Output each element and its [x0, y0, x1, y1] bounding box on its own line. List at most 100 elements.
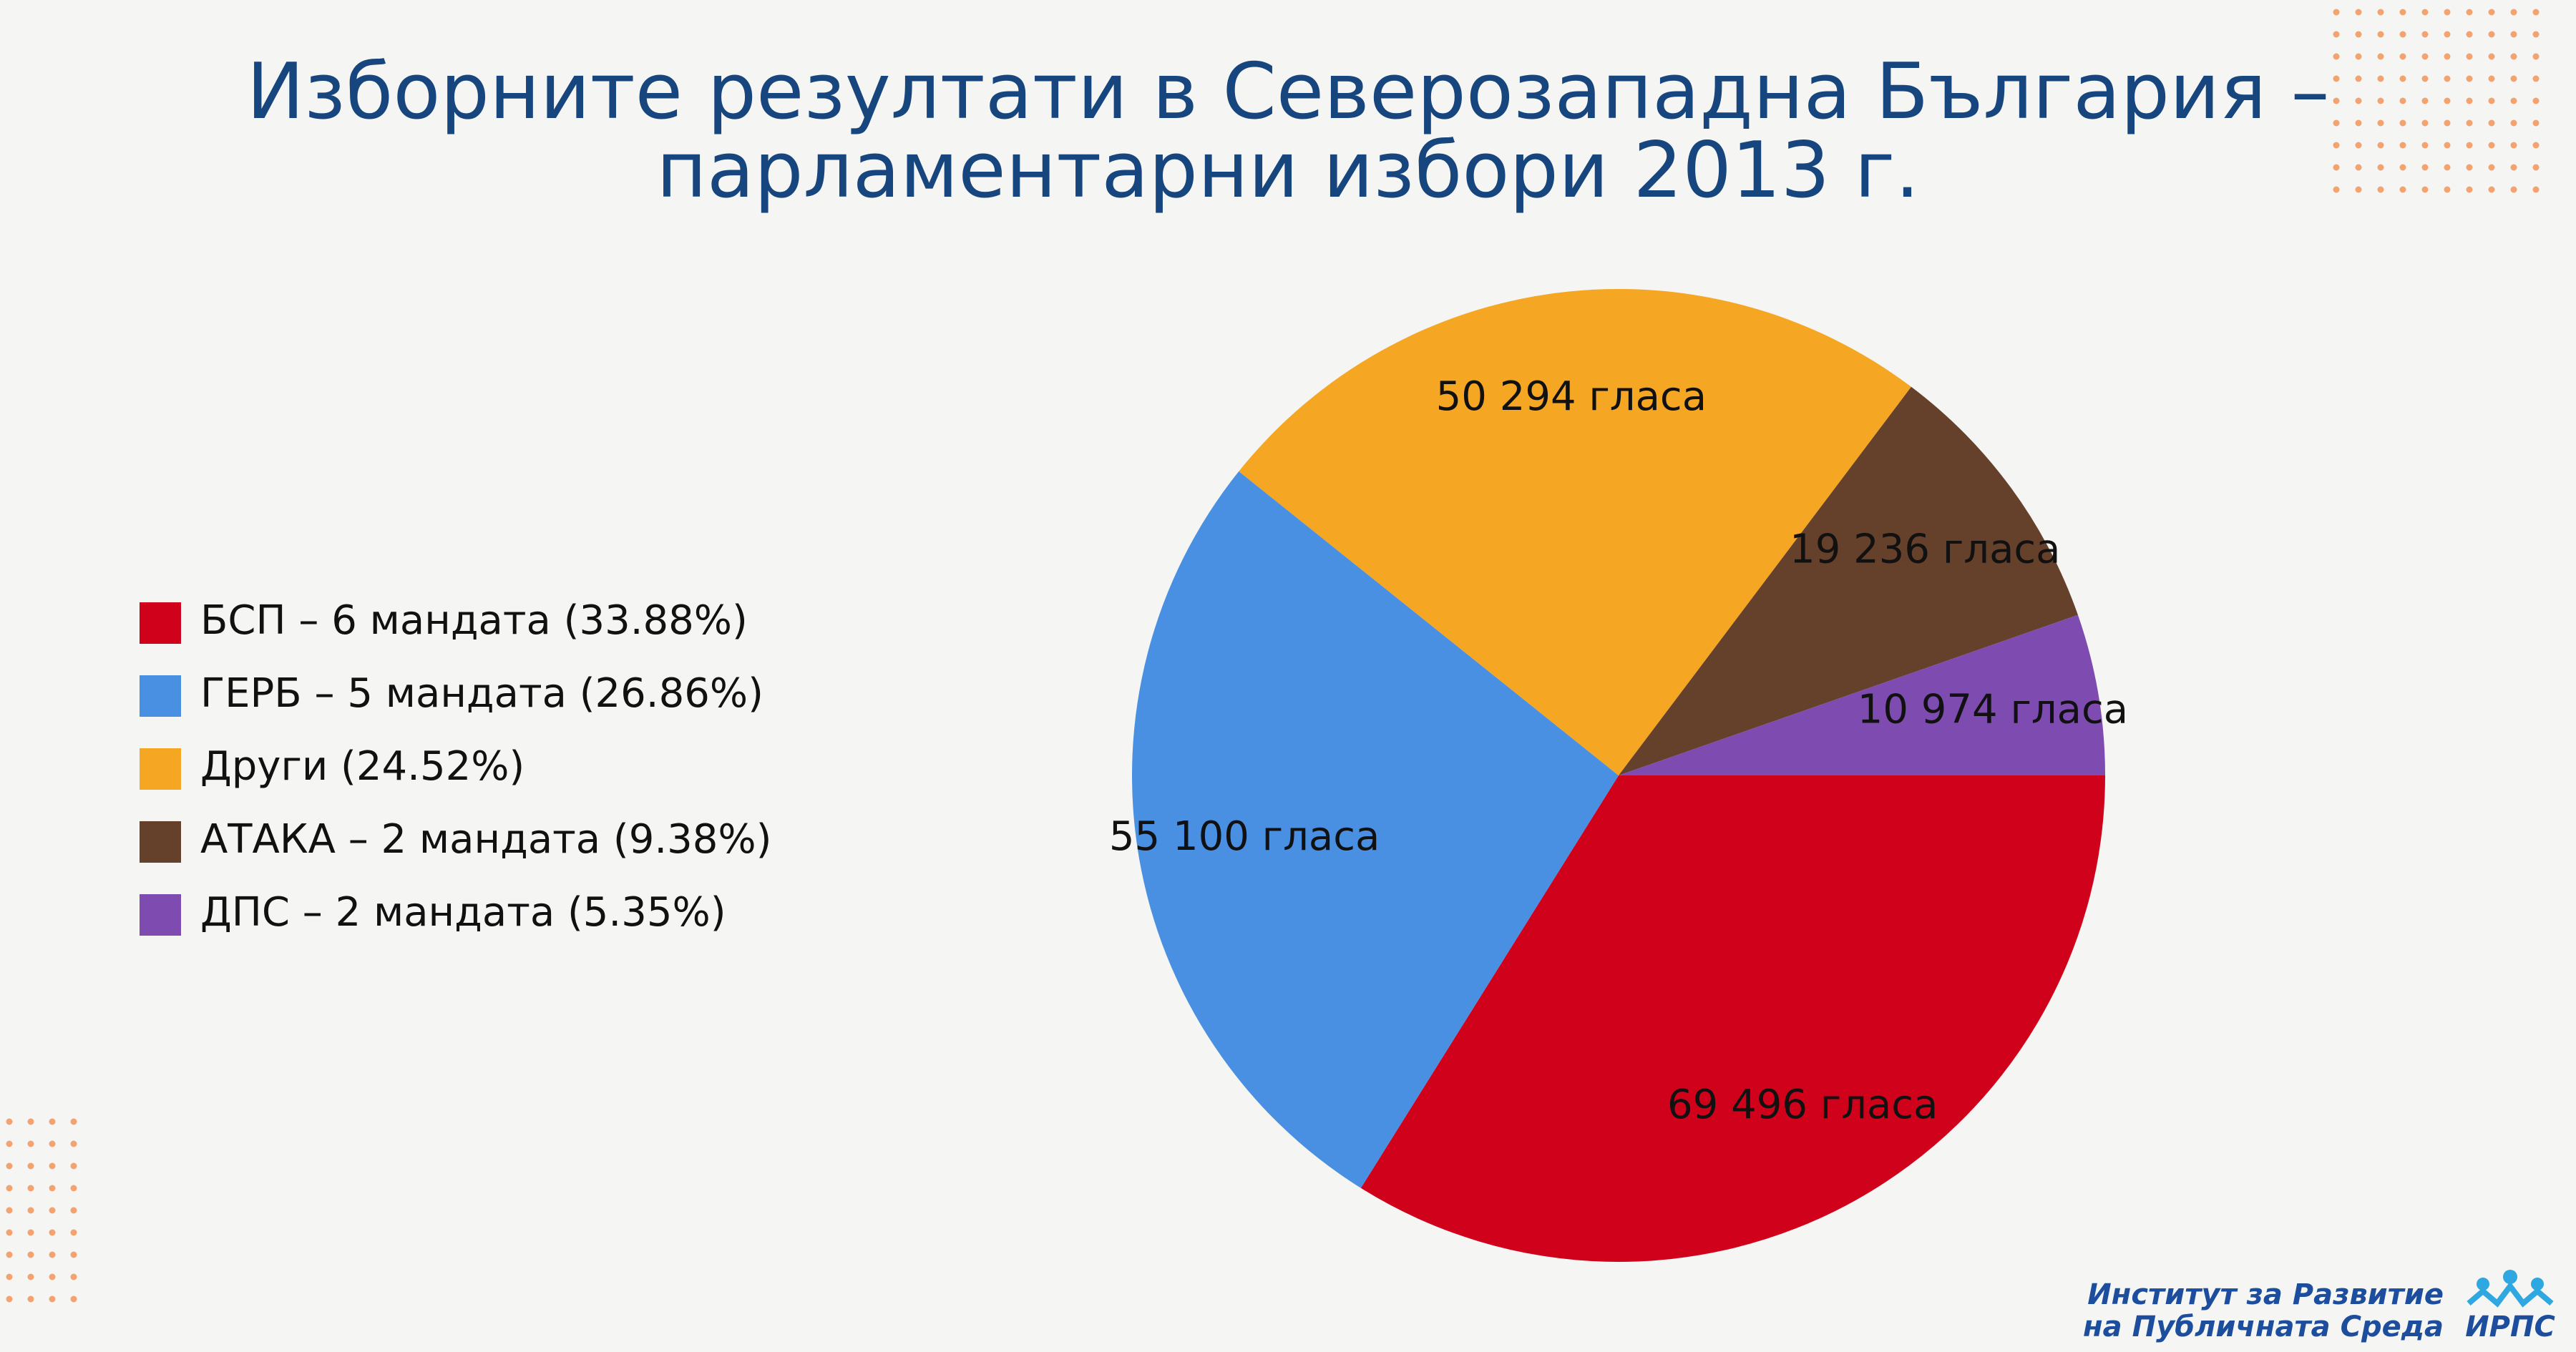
dot	[2532, 119, 2540, 127]
pie-slice	[1360, 775, 2105, 1263]
dot	[70, 1207, 77, 1214]
dot	[27, 1207, 34, 1214]
dot	[70, 1229, 77, 1236]
dot	[2510, 53, 2517, 60]
dot	[2421, 119, 2429, 127]
dot	[2532, 53, 2540, 60]
decoration	[6, 9, 2540, 1303]
dot	[27, 1162, 34, 1170]
dot	[2377, 119, 2384, 127]
dot	[2466, 97, 2473, 104]
dot	[2466, 164, 2473, 171]
dot	[2488, 53, 2495, 60]
dot	[2355, 9, 2362, 16]
dot	[2421, 9, 2429, 16]
dot	[2466, 53, 2473, 60]
dot	[2488, 31, 2495, 38]
dot	[70, 1295, 77, 1303]
dot	[49, 1118, 56, 1125]
dot	[2421, 53, 2429, 60]
dot	[2377, 142, 2384, 149]
dot	[27, 1229, 34, 1236]
dot	[2421, 164, 2429, 171]
dot	[2510, 75, 2517, 82]
dot	[2399, 164, 2406, 171]
data-label: 69 496 гласа	[1667, 1082, 1938, 1128]
dot	[2532, 186, 2540, 193]
pie-slice	[1239, 289, 1911, 775]
dot	[70, 1162, 77, 1170]
data-label: 19 236 гласа	[1790, 526, 2060, 572]
dot	[27, 1185, 34, 1192]
dot	[2355, 75, 2362, 82]
pie: 69 496 гласа 55 100 гласа 50 294 гласа 19 2…	[1109, 289, 2128, 1263]
dot	[2421, 97, 2429, 104]
dot	[2532, 142, 2540, 149]
dot	[2488, 9, 2495, 16]
dot	[2488, 186, 2495, 193]
dot	[70, 1185, 77, 1192]
dot	[49, 1251, 56, 1258]
dot	[2333, 164, 2340, 171]
legend-swatch	[140, 821, 181, 863]
dot	[2444, 119, 2451, 127]
dot	[27, 1273, 34, 1280]
dot	[6, 1295, 13, 1303]
dot	[2510, 164, 2517, 171]
dot	[2355, 119, 2362, 127]
legend-label: ГЕРБ – 5 мандата (26.86%)	[200, 670, 763, 717]
dot	[2466, 186, 2473, 193]
legend-swatch	[140, 748, 181, 790]
dot	[2466, 119, 2473, 127]
dot	[2421, 186, 2429, 193]
dot	[49, 1140, 56, 1147]
dot	[2466, 142, 2473, 149]
dot	[2466, 9, 2473, 16]
legend-label: АТАКА – 2 мандата (9.38%)	[200, 816, 771, 863]
dot	[2532, 164, 2540, 171]
dot	[70, 1251, 77, 1258]
dot	[49, 1207, 56, 1214]
dot	[2532, 9, 2540, 16]
dot	[2421, 142, 2429, 149]
dot	[2399, 142, 2406, 149]
dot	[2377, 75, 2384, 82]
dot	[2421, 75, 2429, 82]
chart-title: парламентарни избори 2013 г.	[656, 126, 1920, 215]
dot	[27, 1140, 34, 1147]
dot	[70, 1118, 77, 1125]
legend-swatch	[140, 675, 181, 717]
dot	[2377, 9, 2384, 16]
logo-icon	[2467, 1270, 2554, 1308]
dot	[2333, 119, 2340, 127]
dot	[2421, 31, 2429, 38]
logo-acronym: ИРПС	[2465, 1311, 2555, 1343]
dot	[2466, 31, 2473, 38]
logo-text: на Публичната Среда	[2083, 1311, 2444, 1343]
dot	[49, 1185, 56, 1192]
dot	[2333, 186, 2340, 193]
dot	[2399, 9, 2406, 16]
dot	[2377, 53, 2384, 60]
legend: БСП – 6 мандата (33.88%) ГЕРБ – 5 мандата…	[140, 597, 771, 936]
legend-label: БСП – 6 мандата (33.88%)	[200, 597, 748, 644]
pie-slice	[1619, 386, 2078, 775]
pie-slice	[1131, 471, 1619, 1188]
data-label: 50 294 гласа	[1436, 373, 1707, 420]
dot	[2399, 31, 2406, 38]
dot	[2488, 97, 2495, 104]
dot	[2333, 75, 2340, 82]
dot	[49, 1162, 56, 1170]
dot	[2377, 31, 2384, 38]
dot	[2355, 186, 2362, 193]
dot	[6, 1162, 13, 1170]
dot	[2333, 9, 2340, 16]
dot	[6, 1251, 13, 1258]
dot	[2532, 97, 2540, 104]
dot	[2488, 142, 2495, 149]
dot	[70, 1273, 77, 1280]
dot	[2377, 186, 2384, 193]
dot	[2333, 97, 2340, 104]
dot	[2444, 164, 2451, 171]
